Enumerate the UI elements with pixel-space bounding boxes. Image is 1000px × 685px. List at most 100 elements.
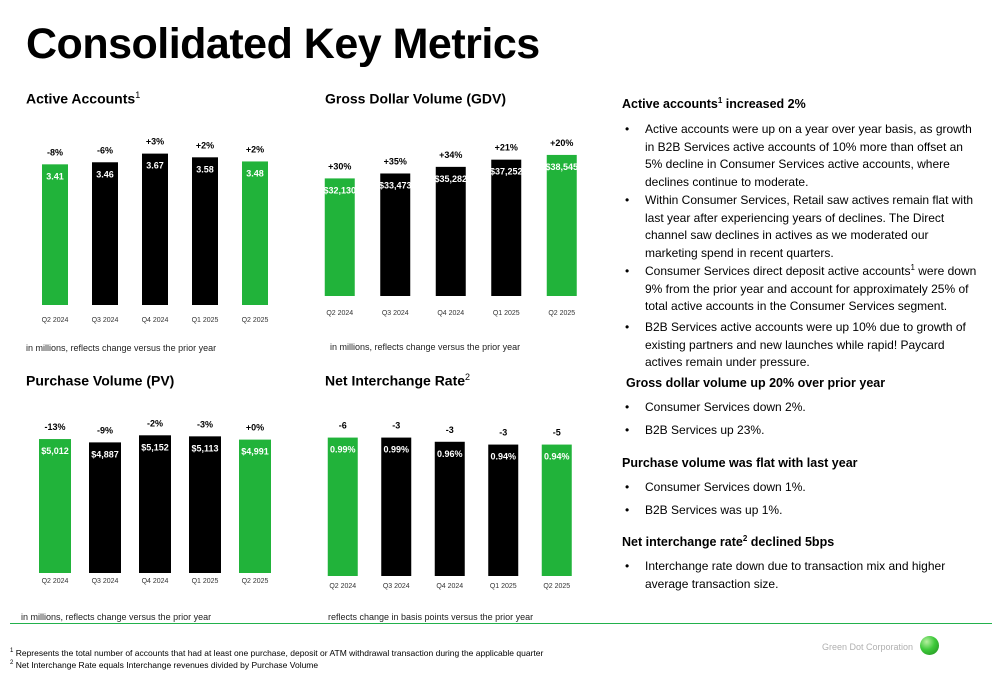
gdv-value-label-4: $38,545 [545,162,578,172]
active_accounts-bar-4 [242,161,268,305]
net_interchange_rate-category-label-3: Q1 2025 [490,583,517,590]
net_interchange_rate-change-label-1: -3 [392,421,400,431]
bullet-pv-2: B2B Services was up 1%. [625,502,983,520]
active-accounts-chart: 3.41 -8% Q2 2024 3.46 -6% Q3 2024 3.67 +3% Q4 20… [42,137,269,324]
active_accounts-category-label-4: Q2 2025 [242,317,269,324]
gdv-change-label-2: +34% [439,150,462,160]
bullet-active-accounts-4: B2B Services active accounts were up 10%… [625,319,983,372]
net_interchange_rate-category-label-1: Q3 2024 [383,583,410,590]
purchase_volume-value-label-3: $5,113 [191,443,218,453]
active_accounts-category-label-0: Q2 2024 [42,317,69,324]
section-heading-net-interchange: Net interchange rate2 declined 5bps [622,534,835,550]
active_accounts-category-label-3: Q1 2025 [192,317,219,324]
gdv-change-label-1: +35% [384,156,407,166]
gdv-bar-2 [435,166,466,296]
purchase_volume-value-label-0: $5,012 [41,446,69,456]
purchase_volume-category-label-3: Q1 2025 [192,578,219,585]
net_interchange_rate-value-label-2: 0.96% [437,449,463,459]
net-interchange-chart: 0.99% -6 Q2 2024 0.99% -3 Q3 2024 0.96% -3 Q4 20… [327,421,572,590]
purchase_volume-bar-4 [239,439,271,573]
gdv-change-label-3: +21% [495,143,518,153]
active-accounts-note: in millions, reflects change versus the … [26,343,217,353]
purchase_volume-category-label-1: Q3 2024 [92,578,119,585]
section-heading-gdv: Gross dollar volume up 20% over prior ye… [626,376,886,390]
bullet-gdv-2: B2B Services up 23%. [625,422,983,440]
footnote-2: 2 Net Interchange Rate equals Interchang… [10,660,319,670]
bullet-active-accounts-3: Consumer Services direct deposit active … [625,263,983,316]
purchase_volume-change-label-2: -2% [147,418,163,428]
active_accounts-bar-0 [42,164,68,305]
bullet-active-accounts-1: Active accounts were up on a year over y… [625,121,983,191]
gdv-change-label-4: +20% [550,138,573,148]
gdv-bar-0 [324,178,355,296]
gdv-bar-1 [380,173,411,296]
net_interchange_rate-value-label-4: 0.94% [544,452,570,462]
net_interchange_rate-bar-3 [488,444,519,576]
gdv-bar-4 [546,154,577,296]
green-dot-logo [920,636,939,655]
net-interchange-note: reflects change in basis points versus t… [328,612,534,622]
footer-divider [10,623,992,624]
active_accounts-bar-1 [92,162,118,305]
gdv-value-label-2: $35,282 [434,174,467,184]
purchase_volume-bar-1 [89,442,121,573]
active_accounts-value-label-3: 3.58 [196,164,214,174]
net_interchange_rate-bar-0 [327,437,358,576]
bullet-active-accounts-2: Within Consumer Services, Retail saw act… [625,192,983,262]
active_accounts-change-label-3: +2% [196,140,214,150]
net_interchange_rate-bar-2 [434,441,465,576]
active_accounts-value-label-4: 3.48 [246,168,264,178]
net-interchange-title: Net Interchange Rate2 [325,372,471,389]
purchase_volume-value-label-4: $4,991 [241,447,269,457]
gdv-note: in millions, reflects change versus the … [330,342,521,352]
net_interchange_rate-category-label-4: Q2 2025 [543,583,570,590]
net_interchange_rate-change-label-2: -3 [446,425,454,435]
purchase_volume-change-label-3: -3% [197,419,213,429]
gdv-title: Gross Dollar Volume (GDV) [325,90,506,107]
gdv-category-label-0: Q2 2024 [326,310,353,317]
net_interchange_rate-change-label-4: -5 [553,428,561,438]
gdv-bar-3 [491,159,522,296]
bullet-pv-1: Consumer Services down 1%. [625,479,983,497]
active_accounts-value-label-1: 3.46 [96,169,114,179]
purchase-volume-chart: $5,012 -13% Q2 2024 $4,887 -9% Q3 2024 $5,152 -… [39,418,271,585]
gdv-category-label-4: Q2 2025 [548,310,575,317]
purchase_volume-category-label-4: Q2 2025 [242,578,269,585]
net_interchange_rate-change-label-3: -3 [499,428,507,438]
net_interchange_rate-category-label-2: Q4 2024 [436,583,463,590]
gdv-category-label-1: Q3 2024 [382,310,409,317]
section-heading-active-accounts: Active accounts1 increased 2% [622,96,806,112]
gdv-chart: $32,130 +30% Q2 2024 $33,473 +35% Q3 2024 $35,… [323,138,578,317]
gdv-value-label-1: $33,473 [379,180,412,190]
purchase-volume-note: in millions, reflects change versus the … [21,612,212,622]
gdv-category-label-3: Q1 2025 [493,310,520,317]
gdv-value-label-3: $37,252 [490,167,523,177]
active_accounts-value-label-2: 3.67 [146,161,164,171]
gdv-category-label-2: Q4 2024 [437,310,464,317]
active_accounts-category-label-1: Q3 2024 [92,317,119,324]
purchase_volume-bar-0 [39,439,71,573]
net_interchange_rate-value-label-3: 0.94% [490,452,516,462]
net_interchange_rate-value-label-1: 0.99% [383,445,409,455]
bullet-nir-1: Interchange rate down due to transaction… [625,558,983,593]
brand-name: Green Dot Corporation [822,642,914,652]
net_interchange_rate-category-label-0: Q2 2024 [329,583,356,590]
purchase_volume-bar-3 [189,436,221,573]
gdv-change-label-0: +30% [328,161,351,171]
page-title: Consolidated Key Metrics [26,20,540,68]
purchase_volume-category-label-2: Q4 2024 [142,578,169,585]
active_accounts-change-label-1: -6% [97,145,113,155]
net_interchange_rate-bar-1 [381,437,412,576]
footnote-1: 1 Represents the total number of account… [10,648,544,658]
bullet-gdv-1: Consumer Services down 2%. [625,399,983,417]
active_accounts-category-label-2: Q4 2024 [142,317,169,324]
active-accounts-title: Active Accounts1 [26,90,141,107]
purchase_volume-bar-2 [139,435,171,573]
active_accounts-change-label-4: +2% [246,144,264,154]
gdv-value-label-0: $32,130 [323,185,356,195]
net_interchange_rate-change-label-0: -6 [339,421,347,431]
purchase_volume-change-label-0: -13% [44,422,65,432]
active_accounts-change-label-0: -8% [47,147,63,157]
section-heading-purchase-volume: Purchase volume was flat with last year [622,456,858,470]
active_accounts-value-label-0: 3.41 [46,171,64,181]
